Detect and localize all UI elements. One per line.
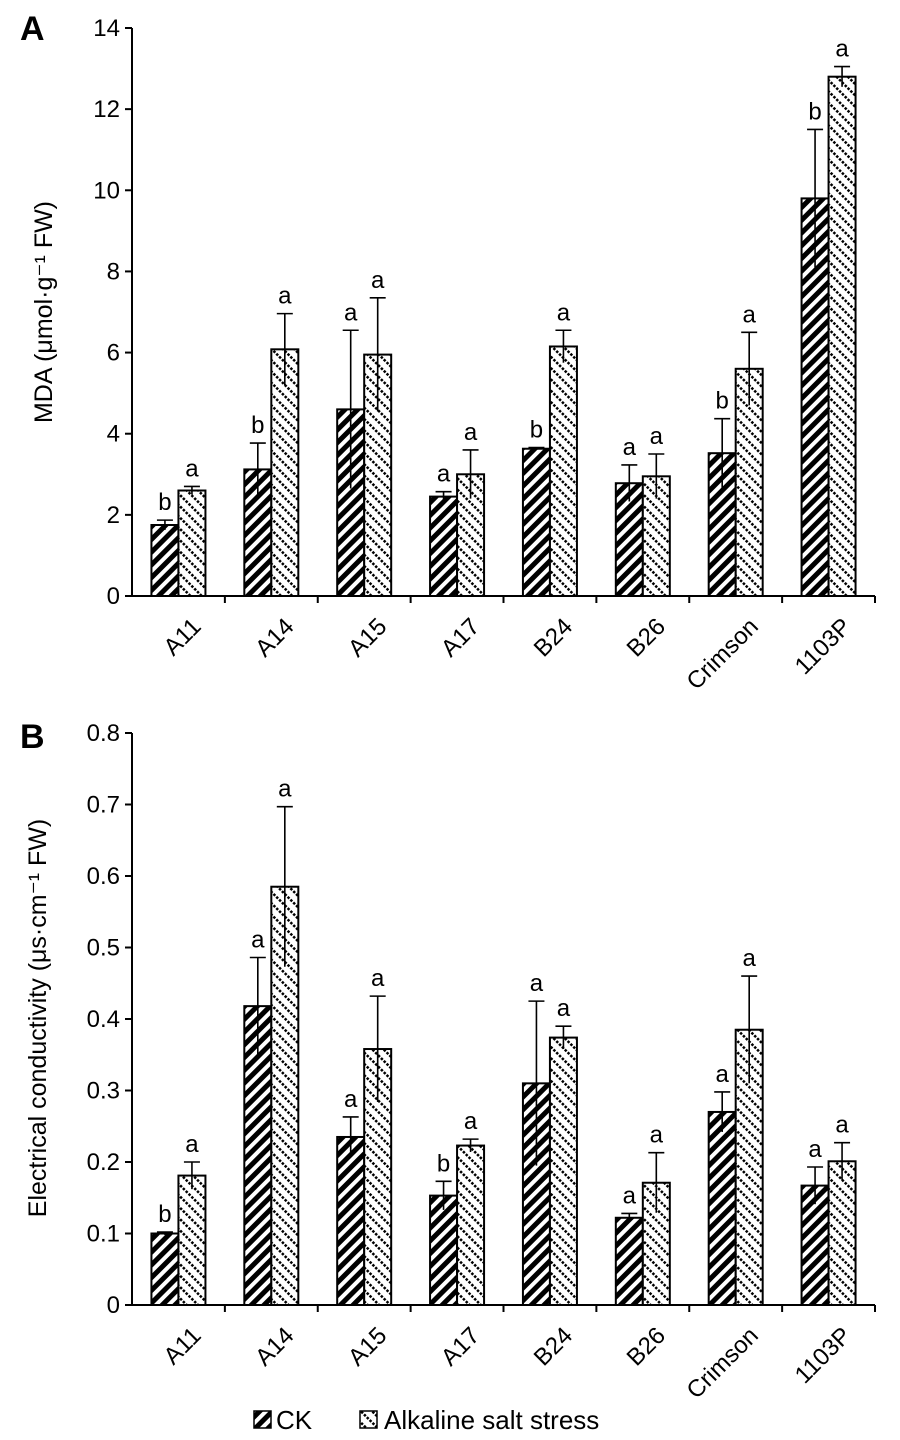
panel-a-y-tick-label: 4 [107, 421, 120, 448]
panel-a-letter: A [20, 10, 45, 48]
panel-a-significance-letter-ck-1103p: b [808, 98, 821, 125]
panel-b-significance-letter-alkaline-salt-stress-b24: a [557, 995, 571, 1022]
panel-b-y-tick-label: 0.2 [87, 1149, 120, 1176]
panel-b-bar-alkaline-salt-stress-1103p [827, 1160, 857, 1307]
panel-a-significance-letter-alkaline-salt-stress-1103p: a [835, 36, 849, 63]
legend-label-ck: CK [276, 1405, 313, 1435]
panel-a-significance-letter-ck-a11: b [158, 489, 171, 516]
panel-b-bar-alkaline-salt-stress-a17 [456, 1144, 486, 1307]
panel-b-bar-ck-a11 [150, 1232, 180, 1306]
panel-a-y-tick-label: 0 [107, 583, 120, 610]
panel-b-y-tick-label: 0.7 [87, 792, 120, 819]
panel-a-y-tick-label: 14 [93, 15, 120, 42]
panel-b-significance-letter-alkaline-salt-stress-crimson: a [743, 945, 757, 972]
panel-a-significance-letter-alkaline-salt-stress-a11: a [185, 455, 199, 482]
panel-a-category-label-b26: B26 [622, 613, 671, 662]
panel-a-bar-ck-b24 [521, 447, 551, 597]
panel-a-category-label-a14: A14 [250, 613, 299, 662]
panel-b-significance-letter-alkaline-salt-stress-a17: a [464, 1108, 478, 1135]
panel-b-category-label-a15: A15 [343, 1322, 392, 1371]
legend-item-alkaline-salt-stress: Alkaline salt stress [359, 1405, 599, 1435]
panel-b-category-label-b24: B24 [529, 1322, 578, 1371]
panel-a-significance-letter-alkaline-salt-stress-a14: a [278, 283, 292, 310]
panel-a-bar-alkaline-salt-stress-crimson [734, 367, 764, 597]
panel-b-y-tick-label: 0.1 [87, 1221, 120, 1248]
panel-a-significance-letter-ck-a14: b [251, 412, 264, 439]
panel-a-y-tick-label: 6 [107, 340, 120, 367]
panel-b-bar-ck-b26 [614, 1216, 644, 1307]
panel-b-significance-letter-ck-a14: a [251, 927, 265, 954]
panel-b-y-tick-label: 0.8 [87, 720, 120, 747]
panel-b-significance-letter-alkaline-salt-stress-b26: a [650, 1122, 664, 1149]
panel-b-significance-letter-ck-a17: b [437, 1150, 450, 1177]
panel-a-bar-ck-a17 [429, 495, 459, 598]
panel-b-category-label-1103p: 1103P [790, 1322, 857, 1389]
panel-b-category-label-b26: B26 [622, 1322, 671, 1371]
panel-b-chart: B Electrical conductivity (μs·cm⁻¹ FW) 0… [20, 718, 876, 1404]
panel-b-significance-letter-alkaline-salt-stress-a11: a [185, 1131, 199, 1158]
panel-a-y-tick-label: 8 [107, 258, 120, 285]
panel-a-bar-alkaline-salt-stress-a14 [270, 348, 300, 597]
panel-b-significance-letter-ck-b26: a [623, 1182, 637, 1209]
panel-b-significance-letter-ck-1103p: a [808, 1136, 822, 1163]
legend-swatch-alkaline-salt-stress [359, 1410, 378, 1429]
panel-a-significance-letter-alkaline-salt-stress-b26: a [650, 423, 664, 450]
panel-a-bar-ck-a11 [150, 524, 180, 597]
panel-b-significance-letter-ck-a15: a [344, 1086, 358, 1113]
panel-a-significance-letter-ck-b26: a [623, 434, 637, 461]
panel-b-category-label-a11: A11 [159, 1322, 207, 1370]
panel-b-bar-alkaline-salt-stress-b24 [548, 1036, 578, 1306]
panel-b-bar-ck-a17 [429, 1194, 459, 1306]
panel-b-bar-ck-crimson [707, 1110, 737, 1306]
panel-a-category-label-1103p: 1103P [790, 613, 857, 680]
panel-a-bar-alkaline-salt-stress-a11 [177, 489, 207, 597]
panel-a-category-label-crimson: Crimson [682, 613, 764, 695]
panel-b-y-tick-label: 0 [107, 1292, 120, 1319]
panel-b-category-label-a14: A14 [250, 1322, 299, 1371]
panel-a-significance-letter-alkaline-salt-stress-a15: a [371, 267, 385, 294]
panel-a-significance-letter-ck-a17: a [437, 461, 451, 488]
panel-a-category-label-a17: A17 [436, 613, 485, 662]
legend-label-alkaline-salt-stress: Alkaline salt stress [384, 1405, 599, 1435]
panel-b-bar-alkaline-salt-stress-a11 [177, 1174, 207, 1306]
panel-a-category-label-a11: A11 [159, 613, 207, 661]
panel-b-bar-alkaline-salt-stress-a15 [363, 1048, 393, 1307]
panel-b-significance-letter-alkaline-salt-stress-a15: a [371, 965, 385, 992]
panel-a-significance-letter-ck-b24: b [530, 417, 543, 444]
panel-a-y-tick-label: 2 [107, 502, 120, 529]
panel-a-chart: A MDA (μmol·g⁻¹ FW) 0 2 4 6 8 10 12 14 A11 A14 A15… [20, 10, 876, 695]
panel-b-significance-letter-alkaline-salt-stress-a14: a [278, 776, 292, 803]
panel-a-y-axis-title: MDA (μmol·g⁻¹ FW) [30, 201, 58, 423]
panel-a-y-tick-label: 10 [93, 177, 120, 204]
panel-a-category-label-a15: A15 [343, 613, 392, 662]
panel-b-y-axis-title: Electrical conductivity (μs·cm⁻¹ FW) [24, 819, 52, 1217]
panel-a-significance-letter-alkaline-salt-stress-crimson: a [743, 301, 757, 328]
panel-a-category-label-b24: B24 [529, 613, 578, 662]
panel-b-y-tick-label: 0.5 [87, 935, 120, 962]
panel-b-bar-ck-a15 [336, 1135, 366, 1306]
panel-b-category-label-a17: A17 [436, 1322, 485, 1371]
panel-b-letter: B [20, 718, 45, 756]
panel-b-significance-letter-ck-a11: b [158, 1201, 171, 1228]
panel-b-significance-letter-ck-crimson: a [716, 1061, 730, 1088]
panel-a-y-tick-label: 12 [93, 96, 120, 123]
panel-b-y-tick-label: 0.3 [87, 1078, 120, 1105]
panel-a-bar-alkaline-salt-stress-b24 [548, 345, 578, 597]
panel-a-significance-letter-ck-crimson: b [716, 388, 729, 415]
legend-swatch-ck [253, 1410, 272, 1429]
legend-item-ck: CK [253, 1405, 313, 1435]
panel-a-bar-ck-b26 [614, 482, 644, 597]
panel-a-significance-letter-alkaline-salt-stress-a17: a [464, 419, 478, 446]
legend: CK Alkaline salt stress [253, 1405, 599, 1435]
panel-b-y-tick-label: 0.6 [87, 863, 120, 890]
panel-b-y-tick-label: 0.4 [87, 1006, 120, 1033]
panel-a-bar-alkaline-salt-stress-1103p [827, 75, 857, 597]
panel-b-category-label-crimson: Crimson [682, 1322, 764, 1404]
panel-a-significance-letter-alkaline-salt-stress-b24: a [557, 299, 571, 326]
panel-b-significance-letter-ck-b24: a [530, 970, 544, 997]
panel-b-significance-letter-alkaline-salt-stress-1103p: a [835, 1112, 849, 1139]
panel-a-significance-letter-ck-a15: a [344, 299, 358, 326]
